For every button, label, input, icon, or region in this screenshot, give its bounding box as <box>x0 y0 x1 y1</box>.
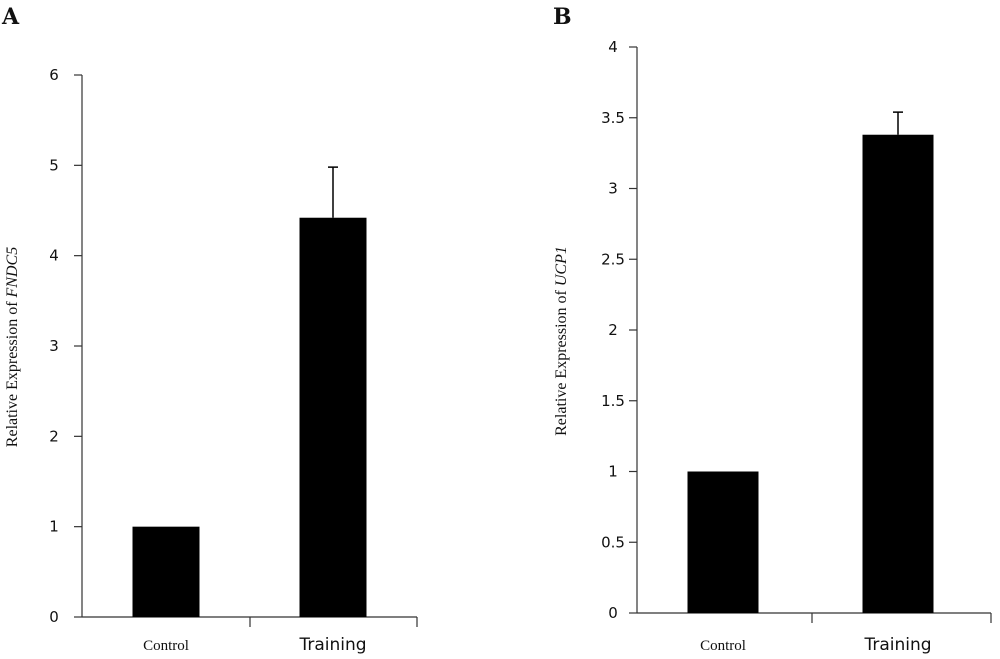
y-tick-label-a-5: 5 <box>49 156 59 174</box>
y-axis-title-a: Relative Expression of FNDC5 <box>4 247 21 447</box>
y-tick-label-a-3: 3 <box>49 337 59 355</box>
y-tick-label-b-5: 2.5 <box>601 250 625 268</box>
bar-a-training <box>299 217 367 617</box>
panel-b: B Relative Expression of UCP1 0 0.5 1 1.5 2 2… <box>553 4 992 655</box>
x-category-label-b-training: Training <box>863 635 931 655</box>
bar-a-control <box>132 526 200 617</box>
panel-label-a: A <box>1 4 20 30</box>
error-bar-b-training <box>893 111 903 135</box>
y-axis-title-b: Relative Expression of UCP1 <box>553 246 570 436</box>
y-tick-label-b-0: 0 <box>608 604 618 622</box>
y-tick-label-a-4: 4 <box>49 247 59 265</box>
y-tick-label-b-6: 3 <box>608 180 618 198</box>
y-tick-label-b-7: 3.5 <box>601 109 625 127</box>
panel-label-b: B <box>553 4 572 30</box>
y-tick-label-a-6: 6 <box>49 66 59 84</box>
y-tick-label-a-2: 2 <box>49 427 59 445</box>
y-tick-label-a-0: 0 <box>49 608 59 626</box>
x-category-label-b-control: Control <box>700 638 746 654</box>
y-tick-label-b-1: 0.5 <box>601 533 625 551</box>
y-tick-label-b-4: 2 <box>608 321 618 339</box>
y-tick-label-b-2: 1 <box>608 463 618 481</box>
bar-b-training <box>862 134 934 614</box>
x-category-label-a-training: Training <box>298 635 366 655</box>
y-tick-label-b-8: 4 <box>608 38 618 56</box>
x-category-label-a-control: Control <box>143 638 189 654</box>
y-tick-label-a-1: 1 <box>49 518 59 536</box>
error-bar-a-training <box>328 166 338 218</box>
bar-b-control <box>687 471 759 613</box>
panel-a: A Relative Expression of FNDC5 0 1 2 3 4 5 6 Co… <box>1 4 418 655</box>
y-tick-label-b-3: 1.5 <box>601 392 625 410</box>
